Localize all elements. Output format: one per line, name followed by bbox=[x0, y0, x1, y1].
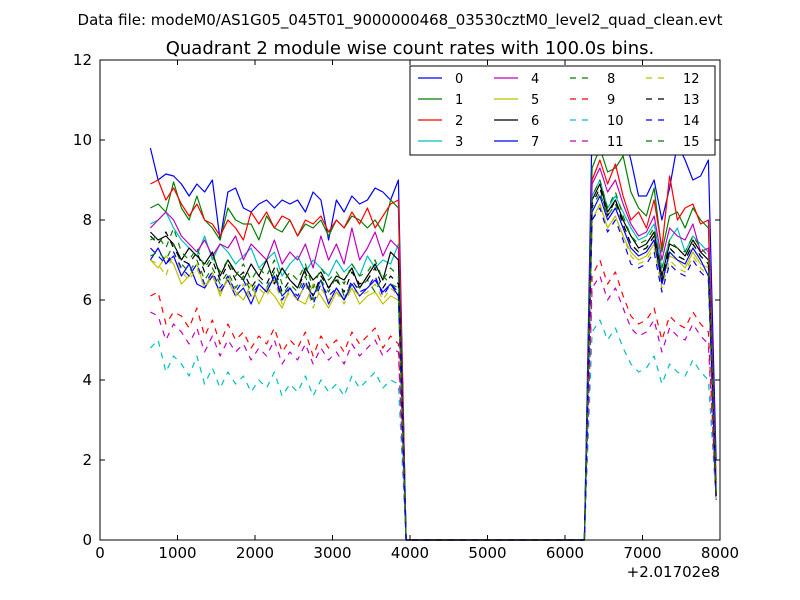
x-tick-label: 2000 bbox=[236, 544, 274, 562]
y-tick-label: 0 bbox=[82, 531, 92, 549]
ticks-layer: 0 1000 2000 3000 4000 5000 6000 7000 80000246810… bbox=[73, 51, 739, 562]
legend-label-4: 4 bbox=[531, 72, 539, 87]
legend-label-3: 3 bbox=[455, 135, 463, 150]
legend-frame bbox=[409, 65, 716, 156]
legend-label-12: 12 bbox=[683, 72, 700, 87]
series-line-14 bbox=[149, 207, 717, 541]
x-tick-label: 7000 bbox=[623, 544, 661, 562]
series-line-3 bbox=[150, 179, 717, 541]
legend-label-5: 5 bbox=[531, 93, 539, 108]
x-offset-label: +2.01702e8 bbox=[627, 563, 720, 581]
legend-label-9: 9 bbox=[607, 93, 615, 108]
x-tick-label: 3000 bbox=[313, 544, 351, 562]
legend-label-10: 10 bbox=[607, 114, 624, 129]
series-line-4 bbox=[149, 167, 717, 541]
x-tick-label: 6000 bbox=[546, 544, 584, 562]
chart-title: Quadrant 2 module wise count rates with … bbox=[166, 38, 655, 59]
series-line-2 bbox=[150, 159, 717, 541]
legend-label-2: 2 bbox=[455, 114, 463, 129]
y-tick-label: 8 bbox=[82, 211, 92, 229]
series-line-13 bbox=[149, 187, 717, 541]
x-tick-label: 5000 bbox=[468, 544, 506, 562]
y-tick-label: 4 bbox=[82, 371, 92, 389]
y-tick-label: 12 bbox=[73, 51, 92, 69]
legend-label-1: 1 bbox=[455, 93, 463, 108]
y-tick-label: 10 bbox=[73, 131, 92, 149]
series-layer bbox=[149, 107, 717, 541]
y-tick-label: 6 bbox=[82, 291, 92, 309]
legend-label-8: 8 bbox=[607, 72, 615, 87]
series-line-8 bbox=[150, 191, 717, 541]
series-line-12 bbox=[150, 203, 717, 541]
legend-label-0: 0 bbox=[455, 72, 463, 87]
series-line-0 bbox=[149, 107, 717, 541]
x-tick-label: 0 bbox=[95, 544, 105, 562]
x-tick-label: 8000 bbox=[701, 544, 739, 562]
legend-label-14: 14 bbox=[683, 114, 700, 129]
series-line-1 bbox=[150, 147, 717, 541]
legend-label-13: 13 bbox=[683, 93, 700, 108]
y-tick-label: 2 bbox=[82, 451, 92, 469]
series-line-5 bbox=[149, 203, 717, 541]
series-line-9 bbox=[150, 259, 717, 541]
series-line-7 bbox=[149, 195, 717, 541]
x-tick-label: 4000 bbox=[391, 544, 429, 562]
series-line-15 bbox=[150, 179, 717, 541]
plot-area: 0 1000 2000 3000 4000 5000 6000 7000 80000246810… bbox=[73, 51, 739, 581]
legend-label-6: 6 bbox=[531, 114, 539, 129]
legend-label-7: 7 bbox=[531, 135, 539, 150]
legend-label-15: 15 bbox=[683, 135, 700, 150]
series-line-10 bbox=[149, 319, 717, 541]
x-tick-label: 1000 bbox=[158, 544, 196, 562]
legend-label-11: 11 bbox=[607, 135, 624, 150]
figure-suptitle: Data file: modeM0/AS1G05_045T01_90000004… bbox=[78, 11, 723, 30]
